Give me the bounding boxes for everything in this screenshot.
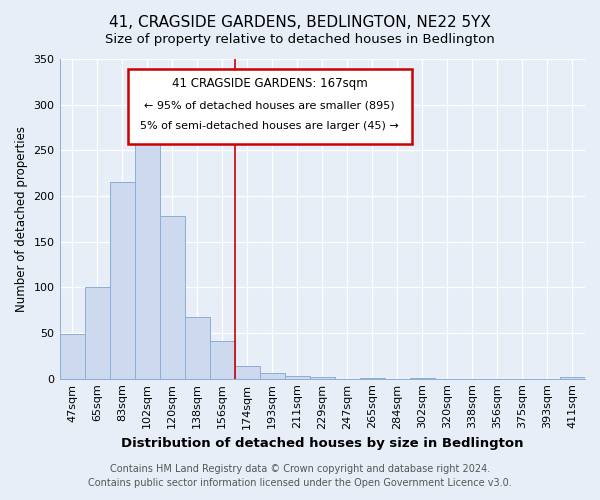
Text: ← 95% of detached houses are smaller (895): ← 95% of detached houses are smaller (89… (145, 100, 395, 110)
Bar (310, 377, 335, 378)
Bar (260, 373, 285, 378)
Text: 41 CRAGSIDE GARDENS: 167sqm: 41 CRAGSIDE GARDENS: 167sqm (172, 76, 368, 90)
Text: 5% of semi-detached houses are larger (45) →: 5% of semi-detached houses are larger (4… (140, 122, 399, 132)
Bar (134, 130, 160, 378)
Bar (160, 216, 185, 378)
Bar (59, 334, 85, 378)
Bar (85, 288, 110, 378)
Text: Contains HM Land Registry data © Crown copyright and database right 2024.
Contai: Contains HM Land Registry data © Crown c… (88, 464, 512, 487)
Text: Size of property relative to detached houses in Bedlington: Size of property relative to detached ho… (105, 32, 495, 46)
X-axis label: Distribution of detached houses by size in Bedlington: Distribution of detached houses by size … (121, 437, 524, 450)
Bar (209, 341, 235, 378)
Bar (560, 377, 585, 378)
Bar (235, 366, 260, 378)
Y-axis label: Number of detached properties: Number of detached properties (15, 126, 28, 312)
Text: 41, CRAGSIDE GARDENS, BEDLINGTON, NE22 5YX: 41, CRAGSIDE GARDENS, BEDLINGTON, NE22 5… (109, 15, 491, 30)
FancyBboxPatch shape (128, 68, 412, 144)
Bar (110, 182, 134, 378)
Bar (185, 316, 209, 378)
Bar (285, 376, 310, 378)
